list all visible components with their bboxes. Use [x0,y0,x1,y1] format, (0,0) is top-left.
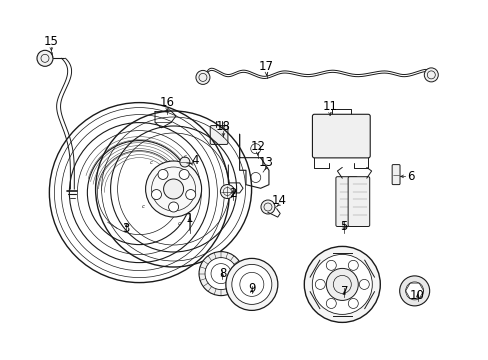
Text: 12: 12 [250,140,264,153]
Circle shape [220,185,234,198]
Text: c: c [142,204,144,209]
Text: 11: 11 [322,100,337,113]
Circle shape [225,258,277,310]
Circle shape [196,71,209,84]
Circle shape [199,252,243,296]
Circle shape [325,260,336,270]
Text: 9: 9 [247,282,255,294]
Circle shape [320,127,337,145]
FancyBboxPatch shape [210,126,227,144]
Text: 15: 15 [44,35,59,48]
Circle shape [261,200,274,214]
Circle shape [344,127,362,145]
FancyBboxPatch shape [312,114,369,158]
Text: 8: 8 [218,267,226,280]
Circle shape [231,264,271,305]
Circle shape [304,246,380,323]
Text: 4: 4 [191,154,199,167]
FancyBboxPatch shape [347,177,369,226]
Circle shape [180,157,189,167]
Text: 6: 6 [406,170,414,183]
Text: 13: 13 [259,156,273,169]
Circle shape [185,190,195,199]
Text: 17: 17 [259,60,273,73]
Text: 16: 16 [160,96,174,109]
Circle shape [347,260,358,270]
Text: 10: 10 [409,289,424,302]
Text: 2: 2 [228,187,236,200]
Circle shape [359,279,368,289]
Circle shape [168,202,178,212]
Circle shape [424,68,437,82]
Text: 7: 7 [340,285,347,298]
Circle shape [405,282,423,300]
Circle shape [179,170,189,179]
Text: c: c [149,160,152,165]
Text: c: c [178,221,181,226]
Circle shape [163,179,183,199]
Circle shape [204,258,237,289]
Text: 1: 1 [185,212,193,225]
FancyBboxPatch shape [391,165,399,185]
Circle shape [325,298,336,309]
Text: 3: 3 [122,222,130,235]
Circle shape [315,279,325,289]
FancyBboxPatch shape [335,177,357,226]
Text: 14: 14 [271,194,286,207]
Circle shape [325,269,358,300]
Circle shape [158,170,168,179]
Text: 18: 18 [216,120,230,133]
Text: 5: 5 [340,220,347,233]
Circle shape [399,276,429,306]
Circle shape [312,255,371,314]
Circle shape [151,190,161,199]
Circle shape [347,298,358,309]
Circle shape [37,50,53,66]
Text: c: c [183,154,187,159]
Circle shape [145,161,201,217]
